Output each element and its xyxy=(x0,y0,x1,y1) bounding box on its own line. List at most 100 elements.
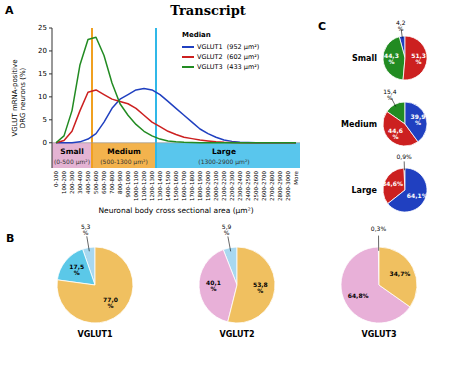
pie xyxy=(383,168,427,212)
data-label: 34,7% xyxy=(390,270,411,277)
y-tick-label: 0 xyxy=(43,139,47,147)
pie-slice xyxy=(403,36,427,80)
data-label: 64,8% xyxy=(348,292,369,299)
data-label-line: 0,3% xyxy=(371,224,387,231)
chart: Transcript A Small (0-500 μm²) Medium (500-13… xyxy=(0,0,474,376)
y-tick-label: 15 xyxy=(38,70,47,78)
x-tick-label: More xyxy=(293,170,299,184)
y-tick xyxy=(49,50,52,51)
y-tick xyxy=(49,142,52,143)
x-tick-label: 1000-1100 xyxy=(133,171,139,201)
pie-slice xyxy=(379,247,417,307)
leader-line xyxy=(378,236,379,251)
pie-title: VGLUT2 xyxy=(219,330,254,339)
data-label-line: 64,1% xyxy=(407,192,428,199)
legend-swatch xyxy=(182,56,194,58)
data-label-line: 64,8% xyxy=(348,292,369,299)
region-separator xyxy=(91,28,93,168)
pie xyxy=(57,247,133,323)
x-tick-label: 1500-1600 xyxy=(173,171,179,201)
data-label-line: % xyxy=(74,269,80,276)
y-axis-label-line: DRG neurons (%) xyxy=(19,67,27,128)
data-label: 64,1% xyxy=(407,192,428,199)
x-tick-label: 1900-2000 xyxy=(205,171,211,201)
legend-title: Median xyxy=(182,31,211,39)
region-sublabel: (1300-2900 μm²) xyxy=(198,158,249,166)
legend-swatch xyxy=(182,46,194,48)
pie-slice xyxy=(383,37,405,80)
pie-title: VGLUT3 xyxy=(361,330,396,339)
x-tick-label: 800-900 xyxy=(117,171,123,194)
data-label-line: % xyxy=(107,301,113,308)
data-label: 34,6% xyxy=(382,180,403,187)
legend-entry: VGLUT2 (602 μm²) xyxy=(197,53,259,61)
title: Transcript xyxy=(170,3,246,18)
x-tick-label: 1200-1300 xyxy=(149,171,155,201)
pie xyxy=(199,247,275,323)
pie-title: Medium xyxy=(341,120,377,129)
data-label: 0,9% xyxy=(396,153,412,160)
pie-title: VGLUT1 xyxy=(77,330,113,339)
pie-slice xyxy=(388,168,427,212)
region-label: Large xyxy=(212,147,236,156)
x-tick-label: 2600-2700 xyxy=(261,171,267,201)
data-label-line: % xyxy=(388,58,394,65)
x-tick-label: 1300-1400 xyxy=(157,171,163,201)
data-label: 0,3% xyxy=(371,224,387,231)
pie-slice xyxy=(405,102,427,142)
data-label-line: % xyxy=(257,287,263,294)
x-tick-label: 1700-1800 xyxy=(189,171,195,201)
panel-letter: C xyxy=(318,20,326,33)
x-tick-label: 200-300 xyxy=(69,171,75,194)
x-tick-label: 1400-1500 xyxy=(165,171,171,201)
x-tick-label: 500-600 xyxy=(93,171,99,194)
series-line xyxy=(56,90,296,143)
x-tick-label: 2300-2400 xyxy=(237,171,243,201)
y-tick xyxy=(49,119,52,120)
region-label: Small xyxy=(60,147,83,156)
region-sublabel: (0-500 μm²) xyxy=(54,158,90,166)
pie xyxy=(383,102,427,146)
x-tick-label: 2100-2200 xyxy=(221,171,227,201)
leader-line xyxy=(228,236,231,251)
x-tick-label: 1100-1200 xyxy=(141,171,147,201)
data-label: 17,5% xyxy=(69,263,84,276)
region-sublabel: (500-1300 μm²) xyxy=(100,158,148,166)
data-label-line: 34,7% xyxy=(390,270,411,277)
data-label-line: % xyxy=(224,228,230,235)
y-tick-label: 20 xyxy=(38,47,47,55)
data-label: 44,6% xyxy=(388,126,403,139)
leader-line xyxy=(87,236,90,251)
y-axis-line xyxy=(52,28,53,168)
x-tick-label: 400-500 xyxy=(85,171,91,194)
data-label-line: 0,9% xyxy=(396,153,412,160)
y-tick-label: 10 xyxy=(38,93,47,101)
x-tick-label: 2400-2500 xyxy=(245,171,251,201)
legend-entry: VGLUT3 (433 μm²) xyxy=(197,63,259,71)
data-label-line: % xyxy=(210,285,216,292)
x-tick-label: 100-200 xyxy=(61,171,67,194)
region-label: Medium xyxy=(107,147,141,156)
pie-title: Small xyxy=(352,54,377,63)
x-tick-label: 2800-2900 xyxy=(277,171,283,201)
x-tick-label: 2000-2100 xyxy=(213,171,219,201)
region-band xyxy=(156,143,300,168)
series-line xyxy=(56,37,296,143)
page: {"chart_data": [ {"type": "line", "title… xyxy=(0,0,474,376)
plot-area xyxy=(56,37,296,143)
y-tick xyxy=(49,28,52,29)
region-band xyxy=(92,143,156,168)
y-tick xyxy=(49,73,52,74)
x-tick-label: 2700-2800 xyxy=(269,171,275,201)
x-tick-label: 900-1000 xyxy=(125,171,131,198)
legend-swatch xyxy=(182,66,194,68)
x-tick-label: 2500-2600 xyxy=(253,171,259,201)
data-label: 4,2% xyxy=(396,18,406,31)
panel-letter: A xyxy=(5,4,14,17)
data-label: 51,3% xyxy=(411,51,426,64)
x-tick-label: 1800-1900 xyxy=(197,171,203,201)
region-separator xyxy=(155,28,157,168)
leader-line xyxy=(404,161,405,170)
x-tick-label: 0-100 xyxy=(53,171,59,187)
y-tick-label: 25 xyxy=(38,24,47,32)
